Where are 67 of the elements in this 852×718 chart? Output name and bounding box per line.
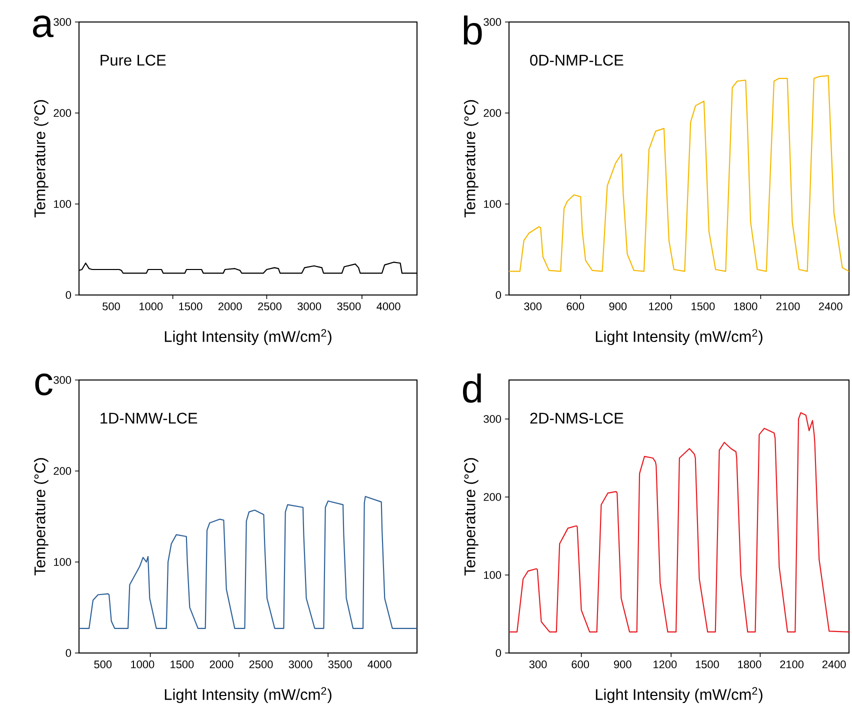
x-tick-label: 1500 — [170, 660, 194, 668]
y-tick-label: 300 — [484, 18, 502, 26]
y-axis-title: Temperature (°C) — [34, 458, 48, 576]
x-tick-label: 3000 — [288, 660, 312, 668]
y-tick-label: 0 — [496, 291, 502, 299]
x-tick-label: 1800 — [734, 302, 758, 310]
x-tick-label: 600 — [566, 302, 584, 310]
x-tick-label: 2500 — [258, 302, 282, 310]
x-tick-label: 900 — [614, 660, 632, 668]
y-tick-label: 100 — [54, 200, 72, 208]
x-tick-label: 500 — [94, 660, 112, 668]
y-tick-label: 0 — [66, 291, 72, 299]
x-tick-label: 1000 — [140, 302, 163, 310]
x-tick-label: 3500 — [328, 660, 352, 668]
y-tick-label: 100 — [54, 558, 72, 566]
x-tick-label: 500 — [102, 302, 120, 310]
x-tick-label: 300 — [529, 660, 547, 668]
chart-title: c — [35, 374, 52, 396]
line-series — [79, 496, 418, 629]
annotation: 2D-NMS-LCE — [530, 412, 624, 424]
x-tick-label: 3500 — [337, 302, 361, 310]
y-tick-label: 200 — [484, 109, 502, 117]
x-tick-label: 1800 — [738, 660, 762, 668]
y-axis-title: Temperature (°C) — [464, 458, 478, 576]
y-tick-label: 200 — [484, 493, 502, 501]
x-tick-label: 1500 — [179, 302, 202, 310]
x-tick-label: 3000 — [298, 302, 322, 310]
x-tick-label: 1500 — [692, 302, 715, 310]
y-tick-label: 0 — [66, 649, 72, 657]
y-tick-label: 100 — [484, 200, 502, 208]
line-series — [509, 75, 850, 272]
x-tick-label: 2000 — [210, 660, 234, 668]
x-tick-label: 2100 — [776, 302, 800, 310]
x-tick-label: 1200 — [654, 660, 677, 668]
x-tick-label: 2400 — [822, 660, 846, 668]
y-tick-label: 200 — [54, 467, 72, 475]
x-axis-title: Light Intensity (mW/cm$^{2}$) — [164, 687, 332, 704]
x-axis-title: Light Intensity (mW/cm$^{2}$) — [164, 329, 332, 346]
x-tick-label: 4000 — [376, 302, 400, 310]
y-tick-label: 300 — [54, 18, 72, 26]
y-tick-label: 300 — [54, 376, 72, 384]
x-tick-label: 300 — [524, 302, 542, 310]
x-axis-title: Light Intensity (mW/cm$^{2}$) — [596, 329, 762, 346]
x-axis-title: Light Intensity (mW/cm$^{2}$) — [596, 687, 762, 704]
x-tick-label: 1200 — [649, 302, 672, 310]
x-tick-label: 1500 — [696, 660, 719, 668]
y-axis-title: Temperature (°C) — [34, 100, 48, 218]
x-tick-label: 600 — [572, 660, 590, 668]
x-tick-label: 2100 — [780, 660, 804, 668]
x-tick-label: 2000 — [218, 302, 242, 310]
x-tick-label: 1000 — [131, 660, 154, 668]
chart-title: d — [463, 374, 481, 403]
annotation: 1D-NMW-LCE — [100, 412, 198, 424]
chart-title: b — [464, 16, 482, 45]
chart-title: a — [33, 16, 54, 38]
y-tick-label: 200 — [54, 109, 72, 117]
annotation: 0D-NMP-LCE — [530, 54, 624, 66]
y-tick-label: 0 — [496, 649, 502, 657]
annotation: Pure LCE — [100, 54, 166, 66]
line-series — [509, 412, 850, 632]
x-tick-label: 4000 — [368, 660, 392, 668]
y-axis-title: Temperature (°C) — [464, 100, 478, 218]
x-tick-label: 900 — [609, 302, 627, 310]
x-tick-label: 2400 — [818, 302, 842, 310]
y-tick-label: 100 — [484, 571, 502, 579]
y-tick-label: 300 — [484, 415, 502, 423]
x-tick-label: 2500 — [249, 660, 273, 668]
